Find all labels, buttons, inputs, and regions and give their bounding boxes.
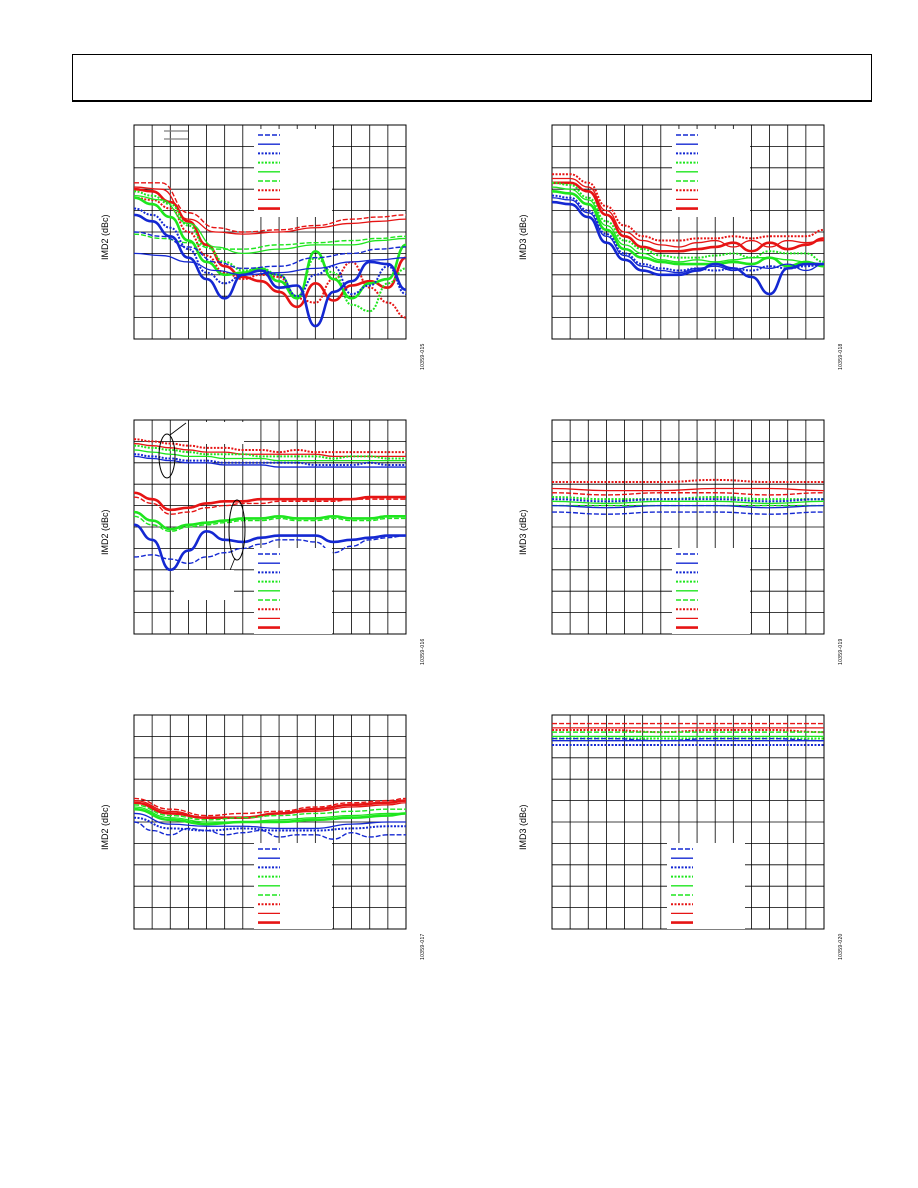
series-line-blue-bold bbox=[552, 200, 824, 296]
chart-plot bbox=[551, 419, 825, 635]
series-line-green-dot bbox=[552, 181, 824, 263]
series-line-red-bold bbox=[134, 799, 406, 820]
chart-panel-3: IMD2 (dBc) 10359-016 bbox=[96, 415, 426, 675]
annotation-ellipse bbox=[158, 433, 176, 479]
legend bbox=[672, 129, 750, 217]
chart-panel-2: IMD3 (dBc) 10359-018 bbox=[514, 120, 844, 380]
chart-panel-4: IMD3 (dBc) 10359-019 bbox=[514, 415, 844, 675]
annotations bbox=[158, 422, 246, 600]
figure-id: 10359-018 bbox=[838, 343, 844, 370]
series-line-red-dash bbox=[134, 797, 406, 817]
legend bbox=[667, 843, 745, 929]
annotation-leader bbox=[169, 422, 187, 436]
series-line-blue-dot bbox=[134, 816, 406, 832]
series-line-green-solid bbox=[134, 449, 406, 462]
series-line-blue-dash bbox=[134, 231, 406, 270]
series-line-blue-dash bbox=[552, 511, 824, 515]
series-line-blue-solid bbox=[134, 252, 406, 276]
plot-area bbox=[133, 714, 407, 930]
series-line-green-solid bbox=[134, 194, 406, 255]
chart-plot bbox=[133, 124, 407, 340]
series-group bbox=[552, 478, 824, 515]
series-line-green-dash bbox=[134, 515, 406, 532]
series-line-red-solid bbox=[552, 177, 824, 248]
series-line-red-dot bbox=[134, 438, 406, 454]
series-line-red-bold bbox=[134, 187, 406, 309]
series-line-blue-solid bbox=[134, 455, 406, 468]
series-group bbox=[552, 722, 824, 746]
series-line-blue-dash bbox=[134, 821, 406, 840]
series-line-green-solid bbox=[552, 500, 824, 505]
chart-plot bbox=[133, 419, 407, 635]
chart-plot bbox=[133, 714, 407, 930]
plot-area bbox=[133, 124, 407, 340]
chart-panel-6: IMD3 (dBc) 10359-020 bbox=[514, 710, 844, 970]
series-line-blue-solid bbox=[134, 812, 406, 830]
series-group bbox=[552, 173, 824, 296]
plot-area bbox=[551, 714, 825, 930]
plot-area bbox=[551, 419, 825, 635]
series-line-red-dash bbox=[134, 182, 406, 233]
series-line-blue-solid bbox=[552, 504, 824, 509]
series-line-green-dash bbox=[134, 233, 406, 250]
series-line-blue-solid bbox=[552, 197, 824, 274]
legend-secondary bbox=[164, 130, 188, 140]
legend bbox=[254, 548, 332, 634]
series-line-blue-dot bbox=[552, 194, 824, 272]
series-line-red-bold bbox=[552, 181, 824, 253]
series-line-green-bold bbox=[134, 807, 406, 826]
legend bbox=[254, 843, 332, 929]
plot-area bbox=[551, 124, 825, 340]
series-line-blue-dash bbox=[134, 534, 406, 565]
series-group bbox=[134, 182, 406, 328]
series-line-red-dash bbox=[552, 492, 824, 496]
legend-box bbox=[254, 129, 332, 217]
series-line-red-dash bbox=[134, 496, 406, 515]
chart-panel-1: IMD2 (dBc) 10359-015 bbox=[96, 120, 426, 380]
figure-id: 10359-015 bbox=[420, 343, 426, 370]
series-line-blue-bold bbox=[134, 523, 406, 572]
annotation-label-box bbox=[189, 422, 244, 444]
series-line-blue-bold bbox=[134, 213, 406, 328]
figure-id: 10359-019 bbox=[838, 638, 844, 665]
chart-plot bbox=[551, 124, 825, 340]
series-line-red-dot bbox=[552, 173, 824, 242]
figure-id: 10359-017 bbox=[420, 933, 426, 960]
series-line-blue-dot bbox=[134, 207, 406, 298]
series-line-green-bold bbox=[552, 190, 824, 268]
series-line-green-bold bbox=[134, 510, 406, 531]
series-line-green-dot bbox=[134, 190, 406, 313]
series-line-green-solid bbox=[552, 186, 824, 265]
annotation-label-box bbox=[174, 570, 234, 600]
series-line-green-dash bbox=[134, 804, 406, 821]
legend-box bbox=[672, 129, 750, 217]
series-group bbox=[134, 438, 406, 572]
series-line-blue-dot bbox=[134, 453, 406, 466]
series-line-green-solid bbox=[134, 806, 406, 823]
figure-id: 10359-016 bbox=[420, 638, 426, 665]
annotation-ellipse bbox=[228, 499, 246, 561]
series-line-green-dot bbox=[134, 444, 406, 460]
chart-panel-5: IMD2 (dBc) 10359-017 bbox=[96, 710, 426, 970]
chart-plot bbox=[551, 714, 825, 930]
series-line-blue-dash bbox=[552, 737, 824, 742]
series-group bbox=[134, 797, 406, 840]
series-line-red-bold bbox=[134, 491, 406, 512]
series-line-red-solid bbox=[552, 487, 824, 492]
figure-id: 10359-020 bbox=[838, 933, 844, 960]
page-header-box bbox=[72, 54, 872, 102]
legend bbox=[254, 129, 332, 217]
series-line-green-bold bbox=[134, 196, 406, 300]
legend bbox=[672, 548, 750, 634]
